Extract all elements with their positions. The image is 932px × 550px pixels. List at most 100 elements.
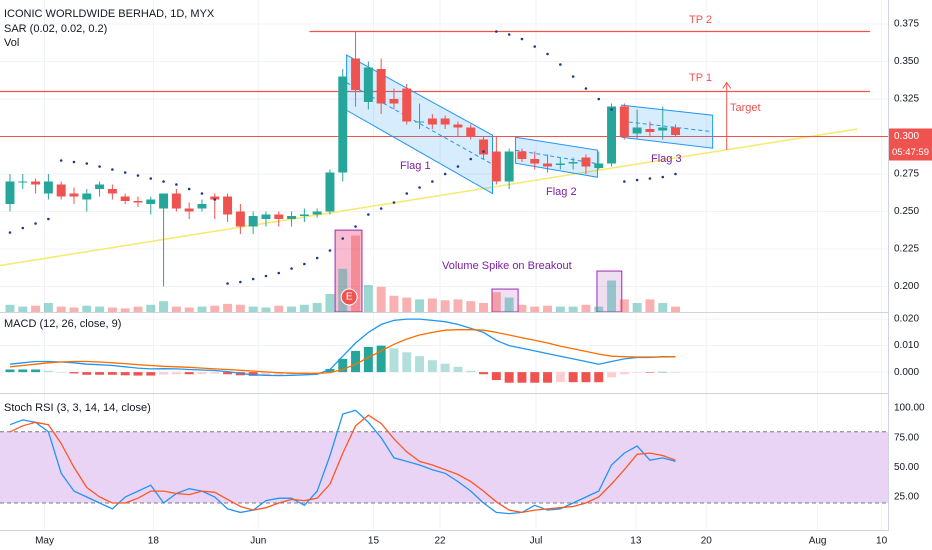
macd-histogram-bar — [56, 372, 66, 373]
volume-bar — [427, 298, 437, 312]
candle-body — [671, 127, 681, 135]
volume-bar — [95, 306, 105, 312]
sar-dot — [328, 249, 332, 252]
macd-histogram-bar — [82, 372, 92, 375]
macd-histogram-bar — [171, 372, 181, 375]
x-tick-label: 20 — [701, 536, 713, 547]
volume-bar — [287, 306, 297, 312]
candle-body — [223, 196, 233, 215]
macd-histogram-bar — [43, 370, 53, 373]
macd-histogram-bar — [210, 372, 220, 374]
sar-dot — [8, 231, 12, 234]
sar-dot — [610, 108, 613, 111]
candle-body — [235, 211, 245, 227]
volume-bar — [555, 306, 565, 312]
volume-bar — [274, 305, 284, 312]
sar-dot — [213, 198, 217, 201]
volume-bar — [171, 306, 181, 312]
candle-body — [376, 69, 386, 104]
x-tick-label: 13 — [630, 536, 642, 547]
macd-histogram-bar — [363, 346, 373, 373]
sar-dot — [367, 213, 370, 216]
candle-body — [389, 99, 399, 104]
volume-bar — [491, 292, 501, 312]
macd-histogram-bar — [415, 356, 425, 373]
macd-histogram-bar — [312, 372, 322, 373]
volume-bar — [607, 280, 617, 312]
macd-histogram-bar — [619, 372, 629, 375]
x-tick-label: 15 — [368, 536, 380, 547]
volume-bar — [312, 303, 322, 312]
candle-body — [619, 106, 629, 137]
volume-bar — [479, 303, 489, 312]
volume-bar — [645, 299, 655, 312]
y-tick-label: 0.020 — [894, 314, 919, 325]
volume-bar — [184, 307, 194, 312]
sar-dot — [597, 97, 601, 101]
sar-dot — [520, 37, 524, 41]
macd-histogram-bar — [504, 372, 514, 383]
volume-bar — [376, 286, 386, 312]
candle-body — [658, 127, 668, 131]
y-tick-label: 0.275 — [894, 169, 919, 180]
macd-histogram-bar — [223, 372, 233, 375]
price-badge — [889, 128, 932, 145]
macd-histogram-bar — [555, 372, 565, 383]
sar-dot — [187, 187, 191, 191]
candle-body — [466, 127, 476, 137]
target-label: Target — [730, 102, 761, 114]
candle-body — [210, 196, 220, 200]
sar-dot — [239, 280, 242, 284]
macd-histogram-bar — [248, 372, 258, 376]
x-tick-label: Jul — [530, 536, 543, 547]
candle-body — [287, 216, 297, 219]
sar-dot — [290, 267, 293, 270]
volume-bar — [402, 297, 412, 312]
flag-label: Flag 1 — [400, 160, 431, 172]
candle-body — [517, 151, 527, 159]
candle-body — [312, 211, 322, 215]
macd-histogram-bar — [376, 345, 386, 373]
volume-bar — [69, 307, 79, 312]
candle-body — [351, 58, 361, 90]
sar-dot — [456, 165, 460, 168]
sar-dot — [559, 63, 562, 66]
stoch-band — [0, 431, 888, 503]
macd-histogram-bar — [658, 371, 668, 373]
volume-bar — [658, 303, 668, 312]
candle-body — [427, 118, 437, 125]
candle-body — [43, 181, 53, 194]
macd-histogram-bar — [491, 372, 501, 381]
volume-bar — [568, 306, 578, 312]
volume-bar — [120, 308, 130, 312]
y-tick-label: 0.325 — [894, 94, 919, 105]
volume-bar — [415, 299, 425, 312]
volume-bar — [504, 297, 514, 312]
candle-body — [530, 159, 540, 164]
sar-dot — [495, 30, 498, 33]
macd-histogram-bar — [133, 372, 143, 376]
candle-body — [5, 181, 15, 204]
sar-dot — [584, 87, 588, 90]
candle-body — [146, 199, 156, 204]
volume-bar — [210, 305, 220, 312]
volume-bar — [261, 307, 271, 312]
indicator-label: Stoch RSI (3, 3, 14, 14, close) — [4, 402, 151, 414]
candle-body — [338, 76, 348, 173]
sar-dot — [111, 168, 114, 171]
y-tick-label: 0.000 — [894, 367, 919, 378]
volume-bar — [389, 295, 399, 312]
candle-body — [299, 214, 309, 216]
y-tick-label: 0.350 — [894, 56, 919, 67]
candle-body — [504, 151, 514, 182]
y-tick-label: 0.225 — [894, 244, 919, 255]
volume-bar — [223, 303, 233, 312]
sar-dot — [443, 172, 447, 176]
candle-body — [607, 106, 617, 164]
candle-body — [95, 184, 105, 189]
macd-histogram-bar — [466, 370, 476, 373]
candle-body — [56, 184, 66, 197]
sar-dot — [251, 277, 255, 281]
volume-bar — [31, 305, 41, 312]
candle-body — [107, 189, 117, 194]
